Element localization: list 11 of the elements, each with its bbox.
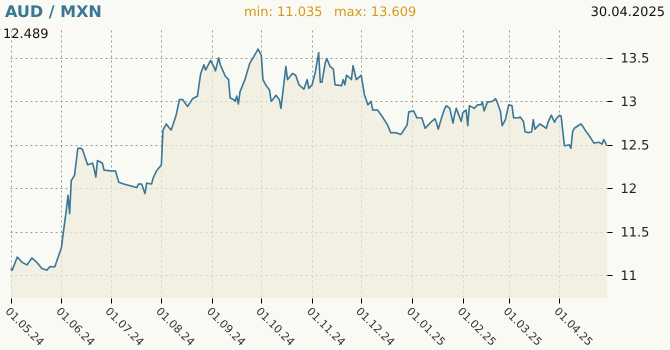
text: 30.04.2025: [590, 5, 665, 20]
annotation: 12.489: [3, 27, 48, 42]
y-tick-label: 11.5: [620, 225, 650, 240]
text: max: 13.609: [334, 5, 416, 20]
y-tick-label: 13.5: [620, 51, 650, 66]
y-tick-label: 11: [620, 268, 638, 284]
text: min: 11.035: [244, 5, 323, 20]
y-tick-label: 12: [620, 182, 638, 197]
y-tick-label: 13: [620, 94, 638, 110]
chart-title: AUD / MXN: [5, 2, 102, 21]
y-tick-label: 12.5: [620, 138, 650, 154]
